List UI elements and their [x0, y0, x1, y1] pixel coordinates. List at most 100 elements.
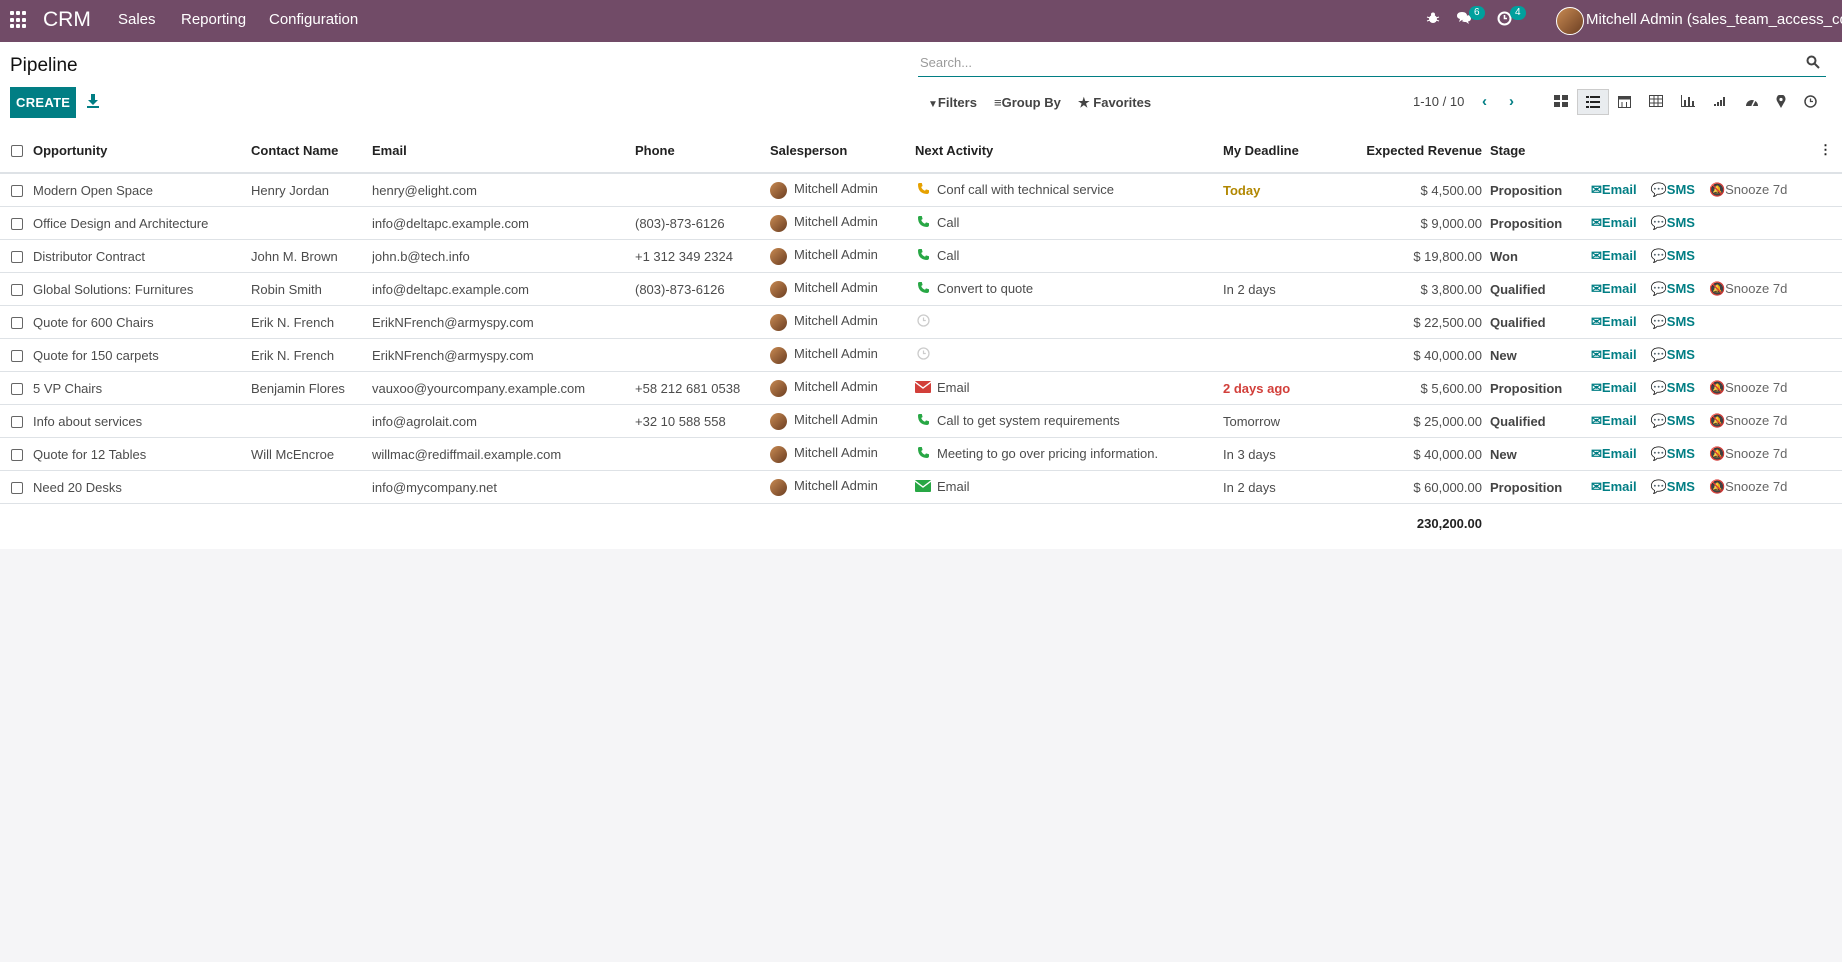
cohort-view-icon[interactable]: [1705, 89, 1735, 113]
create-button[interactable]: CREATE: [10, 87, 76, 118]
envelope-icon[interactable]: [915, 480, 932, 495]
pivot-view-icon[interactable]: [1641, 89, 1671, 113]
row-checkbox[interactable]: [0, 437, 33, 471]
sms-action-button[interactable]: 💬SMS: [1651, 314, 1695, 329]
email-action-button[interactable]: ✉Email: [1591, 479, 1637, 494]
group-by-button[interactable]: ≡Group By: [994, 95, 1061, 110]
row-checkbox[interactable]: [0, 173, 33, 207]
column-email[interactable]: Email: [372, 128, 635, 174]
table-row[interactable]: Office Design and Architecture info@delta…: [0, 206, 1842, 240]
column-stage[interactable]: Stage: [1490, 128, 1591, 174]
debug-bug-icon[interactable]: [1426, 11, 1440, 29]
next-activity-cell[interactable]: [915, 305, 1223, 339]
email-action-button[interactable]: ✉Email: [1591, 446, 1637, 461]
next-activity-cell[interactable]: Meeting to go over pricing information.: [915, 437, 1223, 471]
sms-action-button[interactable]: 💬SMS: [1651, 446, 1695, 461]
email-action-button[interactable]: ✉Email: [1591, 380, 1637, 395]
clock-icon[interactable]: [915, 314, 931, 330]
messages-icon[interactable]: 6: [1456, 6, 1485, 29]
phone-icon[interactable]: [915, 215, 931, 231]
user-avatar[interactable]: [1556, 7, 1584, 35]
phone-icon[interactable]: [915, 182, 931, 198]
row-checkbox[interactable]: [0, 272, 33, 306]
table-row[interactable]: Need 20 Desks info@mycompany.net Mitchell …: [0, 470, 1842, 504]
column-salesperson[interactable]: Salesperson: [770, 128, 915, 174]
opportunity-cell[interactable]: Office Design and Architecture: [33, 206, 251, 240]
email-action-button[interactable]: ✉Email: [1591, 248, 1637, 263]
snooze-button[interactable]: 🔕Snooze 7d: [1709, 380, 1787, 395]
snooze-button[interactable]: 🔕Snooze 7d: [1709, 446, 1787, 461]
column-my-deadline[interactable]: My Deadline: [1223, 128, 1356, 174]
sms-action-button[interactable]: 💬SMS: [1651, 413, 1695, 428]
opportunity-cell[interactable]: 5 VP Chairs: [33, 371, 251, 405]
map-view-icon[interactable]: [1766, 89, 1796, 113]
download-icon[interactable]: [86, 93, 100, 109]
sms-action-button[interactable]: 💬SMS: [1651, 479, 1695, 494]
list-view-icon[interactable]: [1577, 89, 1609, 115]
opportunity-cell[interactable]: Need 20 Desks: [33, 470, 251, 504]
row-checkbox[interactable]: [0, 371, 33, 405]
email-action-button[interactable]: ✉Email: [1591, 413, 1637, 428]
pager-previous-icon[interactable]: ‹: [1482, 93, 1487, 110]
next-activity-cell[interactable]: Call: [915, 239, 1223, 273]
table-row[interactable]: Modern Open Space Henry Jordan henry@eligh…: [0, 173, 1842, 207]
column-contact-name[interactable]: Contact Name: [251, 128, 372, 174]
phone-icon[interactable]: [915, 281, 931, 297]
table-row[interactable]: Quote for 600 Chairs Erik N. French ErikNF…: [0, 305, 1842, 339]
search-bar[interactable]: Search...: [918, 50, 1826, 77]
user-menu[interactable]: Mitchell Admin (sales_team_access_co...: [1586, 11, 1842, 28]
column-opportunity[interactable]: Opportunity: [33, 128, 251, 174]
table-row[interactable]: Info about services info@agrolait.com +32 …: [0, 404, 1842, 438]
row-checkbox[interactable]: [0, 206, 33, 240]
opportunity-cell[interactable]: Info about services: [33, 404, 251, 438]
table-row[interactable]: Quote for 150 carpets Erik N. French ErikN…: [0, 338, 1842, 372]
next-activity-cell[interactable]: Call: [915, 206, 1223, 240]
next-activity-cell[interactable]: Conf call with technical service: [915, 173, 1223, 207]
optional-columns-kebab-icon[interactable]: ⋮: [1591, 128, 1842, 174]
phone-icon[interactable]: [915, 413, 931, 429]
phone-icon[interactable]: [915, 248, 931, 264]
opportunity-cell[interactable]: Global Solutions: Furnitures: [33, 272, 251, 306]
menu-configuration[interactable]: Configuration: [269, 11, 359, 28]
search-icon[interactable]: [1806, 55, 1820, 73]
dashboard-view-icon[interactable]: [1737, 89, 1767, 113]
opportunity-cell[interactable]: Modern Open Space: [33, 173, 251, 207]
sms-action-button[interactable]: 💬SMS: [1651, 182, 1695, 197]
pager-value[interactable]: 1-10 / 10: [1413, 94, 1465, 109]
opportunity-cell[interactable]: Quote for 12 Tables: [33, 437, 251, 471]
table-row[interactable]: Distributor Contract John M. Brown john.b@…: [0, 239, 1842, 273]
row-checkbox[interactable]: [0, 404, 33, 438]
snooze-button[interactable]: 🔕Snooze 7d: [1709, 413, 1787, 428]
column-phone[interactable]: Phone: [635, 128, 770, 174]
snooze-button[interactable]: 🔕Snooze 7d: [1709, 479, 1787, 494]
next-activity-cell[interactable]: [915, 338, 1223, 372]
next-activity-cell[interactable]: Call to get system requirements: [915, 404, 1223, 438]
graph-view-icon[interactable]: [1673, 89, 1703, 113]
sms-action-button[interactable]: 💬SMS: [1651, 215, 1695, 230]
filters-button[interactable]: ▼Filters: [928, 95, 977, 110]
clock-icon[interactable]: [915, 347, 931, 363]
next-activity-cell[interactable]: Email: [915, 470, 1223, 504]
table-row[interactable]: Quote for 12 Tables Will McEncroe willmac@…: [0, 437, 1842, 471]
email-action-button[interactable]: ✉Email: [1591, 182, 1637, 197]
sms-action-button[interactable]: 💬SMS: [1651, 380, 1695, 395]
pager-next-icon[interactable]: ›: [1509, 93, 1514, 110]
opportunity-cell[interactable]: Quote for 150 carpets: [33, 338, 251, 372]
next-activity-cell[interactable]: Email: [915, 371, 1223, 405]
envelope-icon[interactable]: [915, 381, 932, 396]
kanban-view-icon[interactable]: [1546, 89, 1576, 113]
next-activity-cell[interactable]: Convert to quote: [915, 272, 1223, 306]
menu-reporting[interactable]: Reporting: [181, 11, 247, 28]
opportunity-cell[interactable]: Distributor Contract: [33, 239, 251, 273]
phone-icon[interactable]: [915, 446, 931, 462]
row-checkbox[interactable]: [0, 305, 33, 339]
calendar-view-icon[interactable]: [1609, 89, 1639, 113]
table-row[interactable]: Global Solutions: Furnitures Robin Smith i…: [0, 272, 1842, 306]
snooze-button[interactable]: 🔕Snooze 7d: [1709, 281, 1787, 296]
email-action-button[interactable]: ✉Email: [1591, 215, 1637, 230]
apps-menu-icon[interactable]: [10, 11, 28, 29]
menu-sales[interactable]: Sales: [118, 11, 156, 28]
activity-view-icon[interactable]: [1795, 89, 1825, 113]
email-action-button[interactable]: ✉Email: [1591, 347, 1637, 362]
row-checkbox[interactable]: [0, 338, 33, 372]
